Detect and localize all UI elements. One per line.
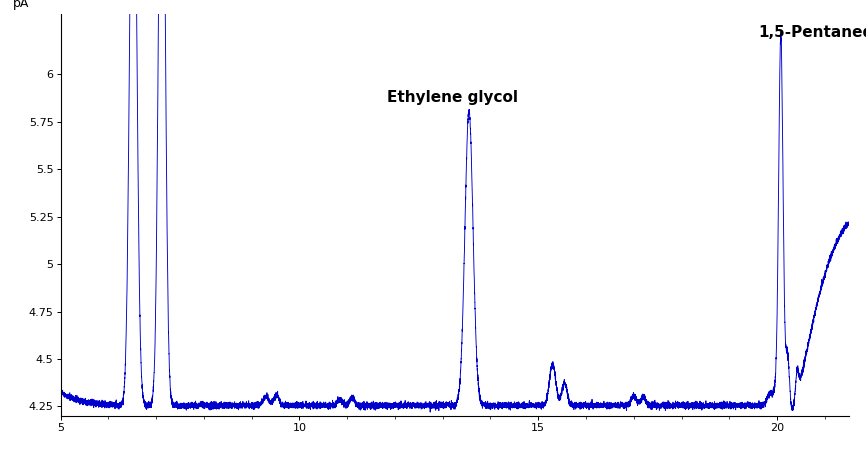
Text: 1,5-Pentanediol: 1,5-Pentanediol [758,25,866,40]
Text: pA: pA [13,0,29,10]
Text: Ethylene glycol: Ethylene glycol [387,90,518,105]
